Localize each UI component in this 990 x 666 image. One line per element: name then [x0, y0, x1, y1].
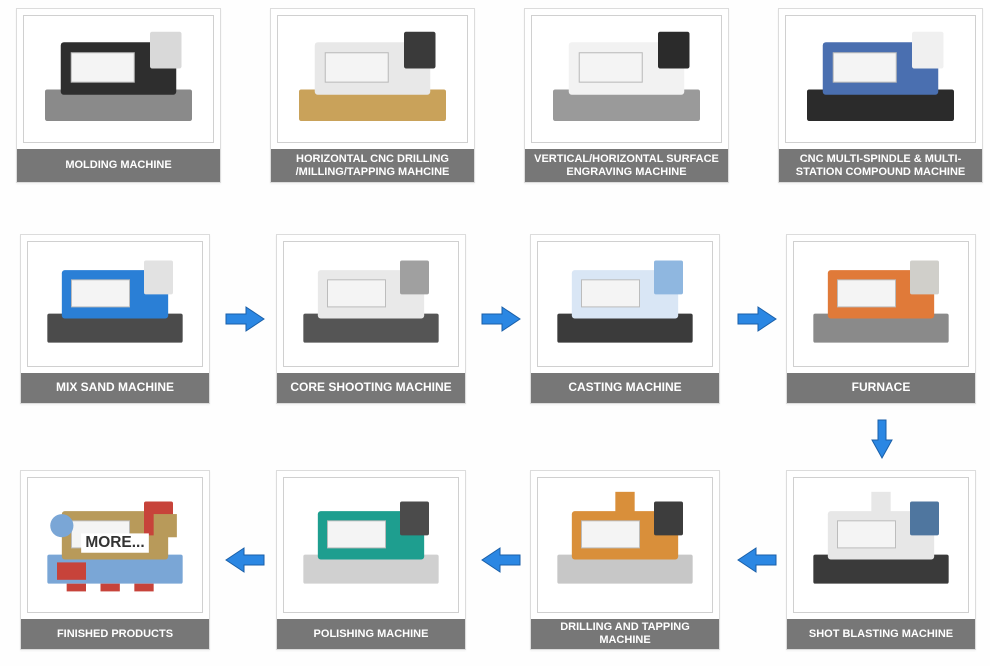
machine-image-casting — [537, 241, 713, 367]
row2-card-core-shoot[interactable]: CORE SHOOTING MACHINE — [276, 234, 466, 404]
row1-card-molding[interactable]: MOLDING MACHINE — [16, 8, 221, 183]
machine-image-core-shoot — [283, 241, 459, 367]
row3-card-shot-blast[interactable]: SHOT BLASTING MACHINE — [786, 470, 976, 650]
card-label: MOLDING MACHINE — [17, 149, 220, 182]
card-label: CORE SHOOTING MACHINE — [277, 373, 465, 403]
machine-image-mix-sand — [27, 241, 203, 367]
flow-arrow-left-icon — [224, 545, 266, 575]
flow-arrow-left-icon — [480, 545, 522, 575]
row3-card-finished[interactable]: MORE... FINISHED PRODUCTS — [20, 470, 210, 650]
card-label: MIX SAND MACHINE — [21, 373, 209, 403]
row1-card-cnc-drilling[interactable]: HORIZONTAL CNC DRILLING /MILLING/TAPPING… — [270, 8, 475, 183]
card-label: FURNACE — [787, 373, 975, 403]
machine-image-furnace — [793, 241, 969, 367]
flow-arrow-right-icon — [224, 304, 266, 334]
card-label: DRILLING AND TAPPING MACHINE — [531, 619, 719, 649]
card-label: HORIZONTAL CNC DRILLING /MILLING/TAPPING… — [271, 149, 474, 182]
machine-image-shot-blast — [793, 477, 969, 613]
flow-arrow-left-icon — [736, 545, 778, 575]
row2-card-furnace[interactable]: FURNACE — [786, 234, 976, 404]
machine-image-engraving — [531, 15, 722, 143]
card-label: POLISHING MACHINE — [277, 619, 465, 649]
machine-image-cnc-drilling — [277, 15, 468, 143]
flow-arrow-right-icon — [736, 304, 778, 334]
machine-image-drill-tap — [537, 477, 713, 613]
row1-card-engraving[interactable]: VERTICAL/HORIZONTAL SURFACE ENGRAVING MA… — [524, 8, 729, 183]
machine-image-polishing — [283, 477, 459, 613]
machine-image-finished: MORE... — [27, 477, 203, 613]
card-label: CASTING MACHINE — [531, 373, 719, 403]
flow-arrow-down-icon — [870, 418, 894, 460]
row3-card-drill-tap[interactable]: DRILLING AND TAPPING MACHINE — [530, 470, 720, 650]
row2-card-mix-sand[interactable]: MIX SAND MACHINE — [20, 234, 210, 404]
svg-text:MORE...: MORE... — [85, 534, 144, 551]
row3-card-polishing[interactable]: POLISHING MACHINE — [276, 470, 466, 650]
card-label: SHOT BLASTING MACHINE — [787, 619, 975, 649]
row1-card-cnc-multi[interactable]: CNC MULTI-SPINDLE & MULTI-STATION COMPOU… — [778, 8, 983, 183]
machine-image-molding — [23, 15, 214, 143]
flow-arrow-right-icon — [480, 304, 522, 334]
card-label: CNC MULTI-SPINDLE & MULTI-STATION COMPOU… — [779, 149, 982, 182]
machine-image-cnc-multi — [785, 15, 976, 143]
card-label: FINISHED PRODUCTS — [21, 619, 209, 649]
row2-card-casting[interactable]: CASTING MACHINE — [530, 234, 720, 404]
card-label: VERTICAL/HORIZONTAL SURFACE ENGRAVING MA… — [525, 149, 728, 182]
